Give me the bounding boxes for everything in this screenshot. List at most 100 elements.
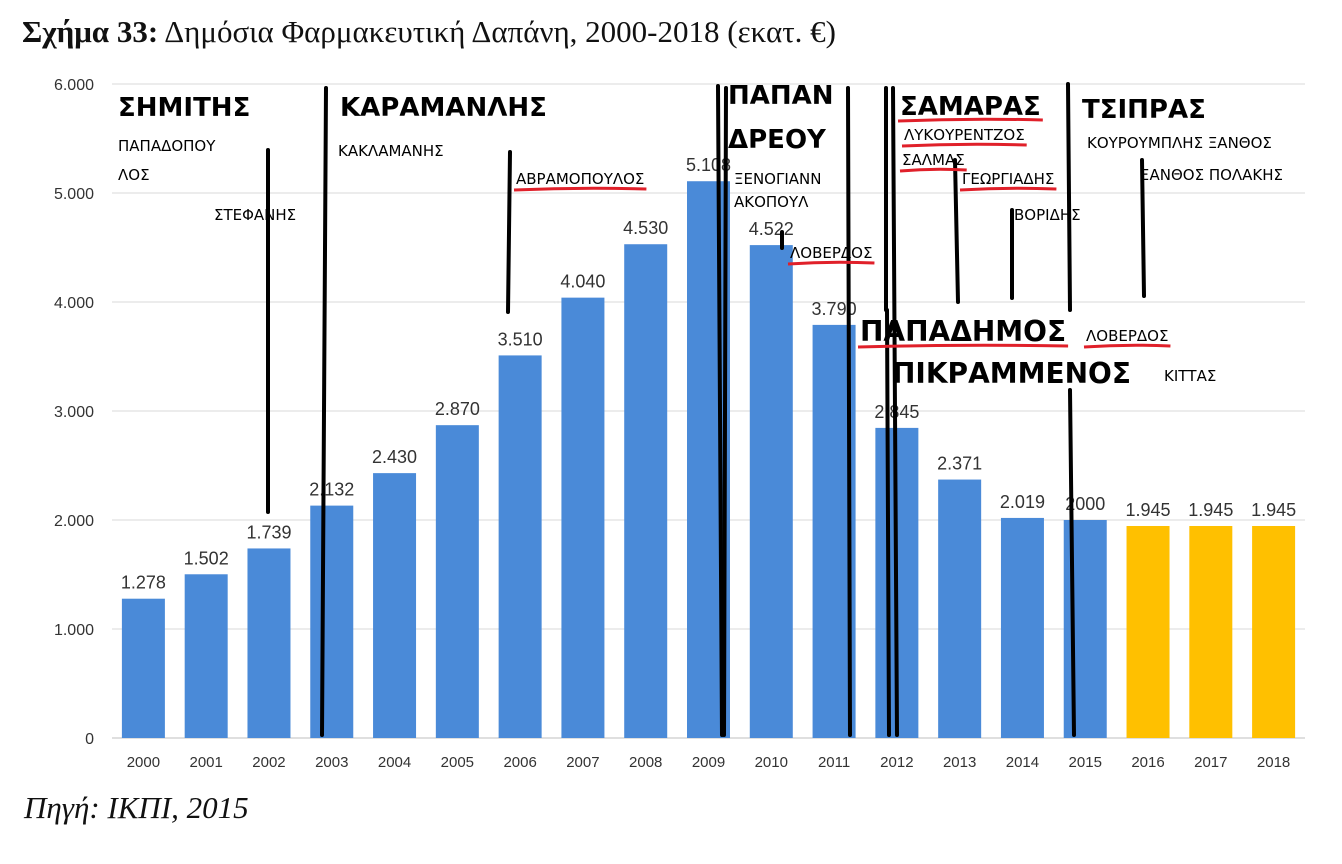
annotation-divider-line <box>716 84 724 737</box>
x-tick-label: 2009 <box>692 754 725 771</box>
annotation-divider-line <box>320 86 328 737</box>
annotation-label-papadopoulos2: ΛΟΣ <box>118 166 150 184</box>
annotation-label-georgiadis: ΓΕΩΡΓΙΑΔΗΣ <box>962 170 1054 188</box>
bar <box>498 355 542 738</box>
data-label: 3.510 <box>498 329 543 349</box>
x-tick-label: 2003 <box>315 754 348 771</box>
annotation-label-xanthos: ΞΑΝΘΟΣ ΠΟΛΑΚΗΣ <box>1140 166 1283 184</box>
data-label: 1.502 <box>184 548 229 568</box>
x-tick-label: 2011 <box>818 754 850 771</box>
annotation-underline <box>899 167 967 173</box>
bar <box>561 297 605 738</box>
x-tick-label: 2008 <box>629 754 662 771</box>
data-label: 2.430 <box>372 447 417 467</box>
annotation-underline <box>897 117 1043 123</box>
bar <box>121 598 165 738</box>
data-label: 1.945 <box>1188 500 1233 520</box>
source-note: Πηγή: ΙΚΠΙ, 2015 <box>24 790 249 825</box>
y-tick-label: 1.000 <box>54 622 94 639</box>
annotation-label-karamanlis: ΚΑΡΑΜΑΝΛΗΣ <box>340 93 547 123</box>
annotation-label-pikrammenos: ΠΙΚΡΑΜΜΕΝΟΣ <box>892 357 1131 390</box>
x-tick-label: 2007 <box>566 754 599 771</box>
annotation-divider-line <box>953 158 960 304</box>
annotation-underline <box>513 186 647 192</box>
annotation-divider-line <box>846 86 852 737</box>
bar <box>938 479 982 738</box>
data-label: 2.132 <box>309 480 354 500</box>
x-tick-label: 2013 <box>943 754 976 771</box>
annotation-label-xenogiannak2: ΑΚΟΠΟΥΛ <box>734 193 809 211</box>
figure-title-prefix: Σχήμα 33: <box>22 14 159 49</box>
data-label: 4.530 <box>623 218 668 238</box>
x-tick-label: 2006 <box>503 754 536 771</box>
annotation-label-papadimos: ΠΑΠΑΔΗΜΟΣ <box>860 315 1066 348</box>
y-tick-label: 4.000 <box>54 295 94 312</box>
bar <box>373 473 417 738</box>
bar <box>1126 525 1170 738</box>
bar <box>310 505 354 738</box>
annotation-label-kittas: ΚΙΤΤΑΣ <box>1164 367 1216 385</box>
data-label: 2.870 <box>435 399 480 419</box>
data-label: 2.019 <box>1000 492 1045 512</box>
x-tick-label: 2005 <box>441 754 474 771</box>
y-tick-label: 0 <box>85 731 94 748</box>
bar <box>624 244 668 739</box>
annotation-label-stefanis: ΣΤΕΦΑΝΗΣ <box>214 206 296 224</box>
annotation-label-papadopoulos1: ΠΑΠΑΔΟΠΟΥ <box>118 137 216 155</box>
x-tick-label: 2002 <box>252 754 285 771</box>
bar <box>435 425 479 738</box>
bars <box>121 181 1296 739</box>
x-tick-label: 2010 <box>755 754 788 771</box>
annotation-label-kaklamanis: ΚΑΚΛΑΜΑΝΗΣ <box>338 142 444 160</box>
annotation-label-samaras: ΣΑΜΑΡΑΣ <box>900 92 1041 122</box>
annotation-lines <box>266 82 1146 737</box>
annotation-underline <box>959 186 1057 192</box>
data-label: 2.371 <box>937 454 982 474</box>
annotation-divider-line <box>1068 388 1076 737</box>
x-tick-label: 2001 <box>189 754 222 771</box>
annotation-divider-line <box>1066 82 1072 312</box>
y-tick-label: 5.000 <box>54 186 94 203</box>
data-label: 3.790 <box>812 299 857 319</box>
annotation-divider-line <box>722 86 728 737</box>
data-label: 1.278 <box>121 573 166 593</box>
x-tick-label: 2004 <box>378 754 411 771</box>
x-axis: 2000 2001 2002 2003 2004 2005 2006 2007 2008 2009… <box>127 754 1291 771</box>
annotation-label-kourouplis: ΚΟΥΡΟΥΜΠΛΗΣ ΞΑΝΘΟΣ <box>1087 134 1272 152</box>
x-tick-label: 2014 <box>1006 754 1039 771</box>
annotation-divider-line <box>506 150 512 314</box>
y-tick-label: 6.000 <box>54 77 94 94</box>
annotation-underline <box>1083 343 1171 349</box>
x-tick-label: 2016 <box>1131 754 1164 771</box>
data-label: 4.040 <box>560 272 605 292</box>
y-tick-label: 3.000 <box>54 404 94 421</box>
annotation-divider-line <box>1140 158 1146 298</box>
annotation-label-voridis: ΒΟΡΙΔΗΣ <box>1014 206 1081 224</box>
y-axis: 0 1.000 2.000 3.000 4.000 5.000 6.000 <box>54 77 94 748</box>
x-tick-label: 2018 <box>1257 754 1290 771</box>
figure-title: Σχήμα 33: Δημόσια Φαρμακευτική Δαπάνη, 2… <box>22 14 836 50</box>
data-label: 1.739 <box>246 522 291 542</box>
data-label: 2000 <box>1065 494 1105 514</box>
figure-title-text: Δημόσια Φαρμακευτική Δαπάνη, 2000-2018 (… <box>164 14 836 49</box>
annotation-divider-line <box>885 308 891 737</box>
annotation-underline <box>787 260 875 266</box>
bar <box>1252 525 1296 738</box>
annotation-label-salmas: ΣΑΛΜΑΣ <box>902 151 965 169</box>
x-tick-label: 2015 <box>1069 754 1102 771</box>
annotation-label-simitis: ΣΗΜΙΤΗΣ <box>118 93 250 123</box>
annotation-label-papandreou1: ΠΑΠΑΝ <box>728 81 834 111</box>
annotation-divider-line <box>891 86 899 737</box>
annotation-underline <box>901 142 1027 148</box>
bar <box>749 245 793 739</box>
data-label: 1.945 <box>1251 500 1296 520</box>
annotation-label-tsipras: ΤΣΙΠΡΑΣ <box>1082 95 1206 125</box>
bar <box>184 574 228 738</box>
annotation-label-loverdos2: ΛΟΒΕΡΔΟΣ <box>1086 327 1168 345</box>
annotation-labels: ΣΗΜΙΤΗΣ ΠΑΠΑΔΟΠΟΥ ΛΟΣ ΣΤΕΦΑΝΗΣ ΚΑΡΑΜΑΝΛΗΣ ΚΑΚ… <box>118 81 1283 390</box>
x-tick-label: 2000 <box>127 754 160 771</box>
annotation-label-avramopoulos: ΑΒΡΑΜΟΠΟΥΛΟΣ <box>516 170 644 188</box>
y-tick-label: 2.000 <box>54 513 94 530</box>
annotation-label-xenogiannak1: ΞΕΝΟΓΙΑΝΝ <box>734 170 821 188</box>
